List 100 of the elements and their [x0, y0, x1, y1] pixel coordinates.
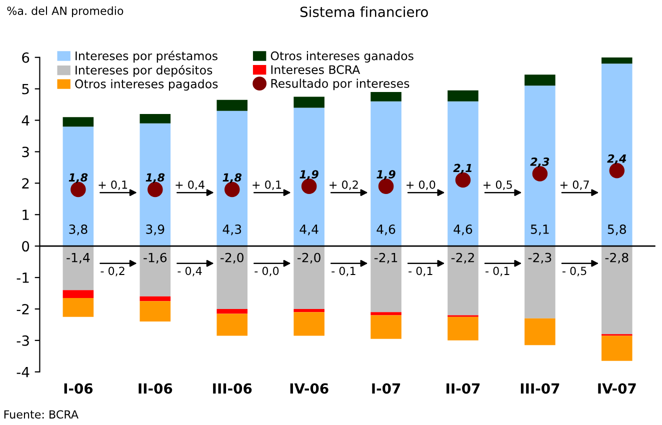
annotation: + 0,1 [98, 180, 128, 190]
bar [448, 101, 478, 246]
x-tick-label: III-06 [213, 383, 252, 394]
bar [524, 74, 556, 86]
legend-label: Intereses por depósitos [76, 64, 212, 77]
point [532, 166, 548, 182]
bar [602, 57, 632, 64]
bar [140, 301, 171, 322]
bar [524, 318, 556, 346]
x-tick-label: IV-07 [598, 383, 636, 394]
bar [370, 101, 402, 246]
bar [370, 312, 402, 316]
data-label: -2,0 [220, 252, 244, 264]
bar [140, 123, 171, 246]
bar [62, 126, 94, 246]
bar [448, 90, 478, 102]
bar [140, 246, 171, 296]
y-tick-label: -2 [16, 304, 29, 314]
y-tick-label: 1 [22, 210, 29, 220]
annotation: + 0,0 [406, 180, 436, 190]
data-label: -1,6 [144, 252, 167, 264]
annotation: - 0,5 [562, 266, 586, 276]
data-label: 4,6 [454, 224, 472, 236]
bar [216, 314, 248, 336]
bar [602, 246, 632, 334]
annotation: - 0,2 [100, 266, 124, 276]
annotation: - 0,1 [332, 266, 356, 276]
y-tick-label: -4 [16, 367, 30, 378]
point [378, 178, 394, 194]
data-label: -2,8 [605, 252, 628, 264]
y-tick-label: 6 [22, 52, 30, 63]
x-tick-label: III-07 [520, 383, 560, 394]
data-label: -1,4 [66, 252, 90, 264]
data-label: 1,8 [68, 173, 88, 184]
data-label: 3,9 [146, 224, 164, 236]
data-label: 2,1 [453, 164, 472, 174]
bar [370, 315, 402, 339]
bar [216, 100, 248, 111]
data-label: 3,8 [69, 224, 88, 236]
chart-title: Sistema financiero [300, 6, 428, 18]
data-label: 2,4 [607, 154, 626, 164]
legend-label: Otros intereses ganados [270, 51, 414, 63]
bar [370, 92, 402, 102]
bar [370, 246, 402, 312]
y-tick-label: 5 [22, 84, 29, 94]
bar [448, 316, 478, 340]
bar [602, 336, 632, 361]
data-label: 5,1 [530, 224, 549, 236]
data-label: 1,8 [222, 173, 242, 184]
bar [448, 246, 478, 316]
y-tick-label: 0 [22, 241, 30, 252]
y-tick-label: 4 [22, 115, 30, 126]
bar [216, 110, 248, 246]
bar [294, 312, 324, 336]
data-label: -2,1 [374, 252, 398, 264]
bar [62, 290, 94, 298]
data-label: -2,0 [297, 252, 320, 264]
annotation: + 0,4 [176, 180, 204, 190]
annotation: - 0,1 [408, 266, 432, 276]
source-note: Fuente: BCRA [4, 410, 78, 419]
bar [524, 246, 556, 318]
bar [216, 246, 248, 309]
data-label: 4,4 [300, 224, 318, 236]
data-label: 4,6 [376, 224, 396, 236]
bar [62, 298, 94, 317]
bar [62, 117, 94, 127]
bar [294, 246, 324, 309]
y-tick-label: -1 [16, 272, 29, 283]
legend-label: Resultado por intereses [271, 78, 410, 90]
y-tick-label: 2 [22, 178, 29, 188]
bar [602, 64, 632, 246]
legend-label: Otros intereses pagados [75, 79, 218, 91]
point [301, 178, 317, 194]
bar [140, 114, 171, 124]
x-tick-label: II-06 [138, 383, 172, 394]
annotation: + 0,5 [484, 180, 512, 190]
legend-label: Intereses por préstamos [76, 50, 218, 63]
bar [62, 246, 94, 290]
x-tick-label: I-06 [64, 383, 93, 394]
annotation: + 0,1 [252, 180, 281, 190]
bar [140, 296, 171, 302]
annotation: + 0,7 [560, 180, 589, 190]
bar [294, 308, 324, 312]
data-label: -2,2 [451, 252, 474, 264]
annotation: - 0,4 [178, 266, 202, 276]
data-label: -2,3 [528, 252, 552, 264]
y-tick-label: 3 [22, 146, 29, 158]
y-axis-title: %a. del AN promedio [7, 6, 124, 18]
data-label: 1,9 [300, 170, 318, 180]
annotation: - 0,0 [254, 266, 279, 276]
data-label: 5,8 [608, 224, 626, 236]
data-label: 1,8 [146, 173, 165, 184]
bar [294, 96, 324, 108]
bar [294, 108, 324, 246]
x-tick-label: I-07 [372, 383, 400, 394]
annotation: - 0,1 [486, 266, 510, 276]
data-label: 1,9 [376, 170, 396, 180]
x-tick-label: II-07 [446, 383, 480, 394]
bar [216, 308, 248, 314]
bar [524, 86, 556, 246]
